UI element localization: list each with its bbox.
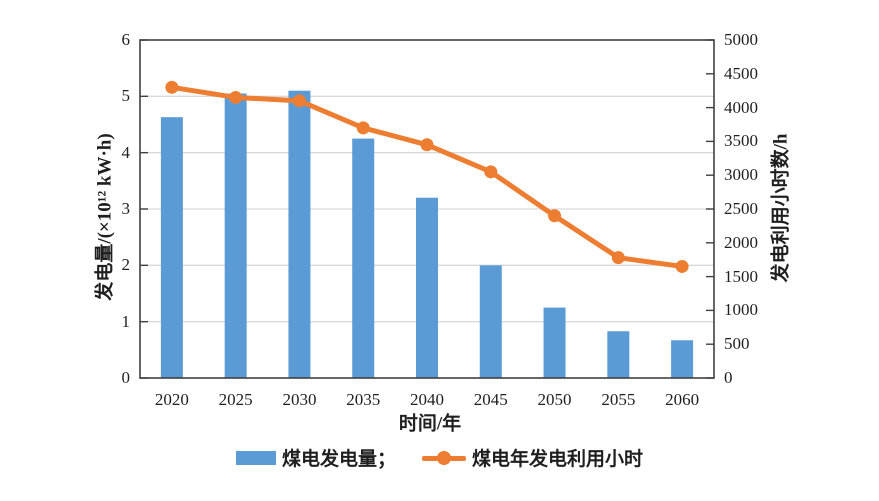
bar-2050 (543, 307, 566, 378)
line-marker-2045 (484, 165, 498, 179)
bar-2025 (224, 93, 247, 379)
legend-item-hours: 煤电年发电利用小时 (422, 444, 643, 471)
right-tick-label-2000: 2000 (724, 232, 758, 252)
x-tick-label-2035: 2035 (346, 390, 381, 409)
bar-2035 (352, 138, 375, 378)
right-tick-label-1000: 1000 (724, 300, 758, 320)
x-tick-label-2030: 2030 (282, 390, 317, 409)
left-tick-label-3: 3 (121, 199, 131, 218)
left-tick-label-1: 1 (121, 311, 131, 331)
bar-2020 (160, 117, 183, 378)
bar-2030 (288, 90, 311, 378)
bar-2045 (479, 265, 502, 378)
right-tick-label-1500: 1500 (724, 266, 758, 286)
left-tick-label-4: 4 (121, 142, 131, 162)
line-marker-2020 (165, 80, 179, 94)
x-tick-label-2040: 2040 (410, 390, 444, 409)
bar-2040 (416, 197, 438, 378)
line-marker-2025 (229, 90, 243, 104)
left-tick-label-6: 6 (121, 30, 131, 49)
right-tick-label-2500: 2500 (724, 199, 758, 218)
legend-label-generation: 煤电发电量； (281, 449, 396, 470)
left-tick-label-0: 0 (121, 368, 131, 387)
right-tick-label-3000: 3000 (724, 165, 758, 185)
x-tick-label-2050: 2050 (537, 390, 572, 409)
right-tick-label-500: 500 (724, 334, 750, 354)
legend-label-hours: 煤电年发电利用小时 (472, 449, 644, 470)
x-tick-label-2025: 2025 (218, 390, 253, 409)
x-tick-label-2045: 2045 (473, 390, 508, 409)
left-tick-label-2: 2 (121, 255, 131, 275)
right-tick-label-3500: 3500 (724, 131, 758, 151)
x-tick-label-2060: 2060 (665, 390, 700, 409)
line-marker-2030 (292, 94, 306, 108)
legend: 煤电发电量； 煤电年发电利用小时 (0, 444, 879, 471)
legend-item-generation: 煤电发电量； (235, 444, 396, 471)
x-tick-label-2055: 2055 (601, 390, 636, 409)
line-marker-2060 (675, 259, 689, 273)
right-tick-label-5000: 5000 (724, 30, 758, 49)
left-axis-title: 发电量/(×10¹² kW·h) (94, 133, 116, 301)
right-tick-label-0: 0 (724, 368, 733, 387)
right-tick-label-4500: 4500 (724, 63, 758, 83)
bar-2060 (671, 340, 694, 378)
line-dot-swatch-icon (422, 450, 466, 465)
left-tick-label-5: 5 (121, 86, 131, 106)
line-marker-2040 (420, 138, 434, 152)
x-axis-title: 时间/年 (398, 413, 462, 435)
right-axis-title: 发电利用小时数/h (770, 133, 792, 283)
bar-swatch-icon (235, 450, 276, 465)
bar-2055 (607, 331, 630, 378)
line-marker-2055 (611, 251, 625, 265)
line-swatch-dot (437, 450, 451, 465)
right-tick-label-4000: 4000 (724, 97, 758, 117)
line-marker-2035 (356, 121, 370, 135)
x-tick-label-2020: 2020 (154, 390, 189, 409)
line-marker-2050 (548, 209, 562, 223)
